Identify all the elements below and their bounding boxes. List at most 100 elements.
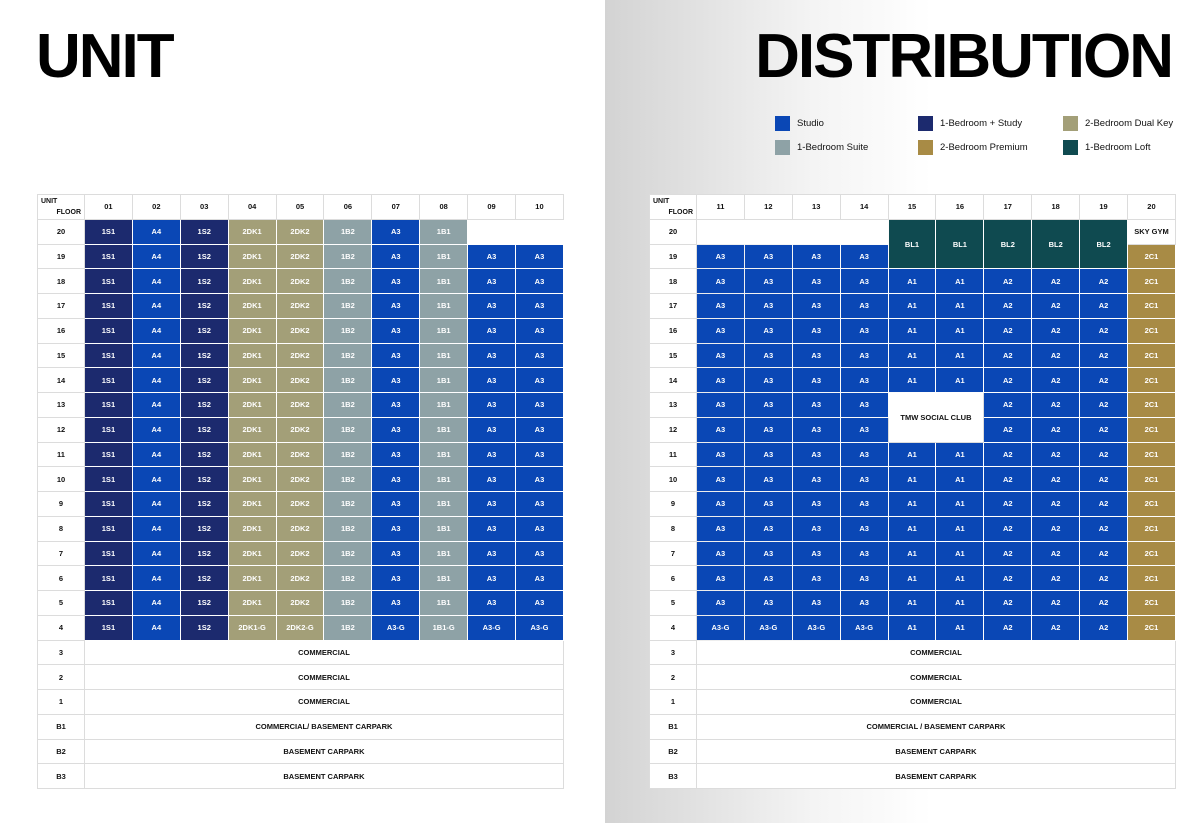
unit-cell: A2 xyxy=(1031,342,1081,369)
unit-cell: A3 xyxy=(371,342,421,369)
floor-label: 8 xyxy=(649,515,697,542)
unit-cell: 1B1 xyxy=(419,243,469,270)
floor-row: B3 BASEMENT CARPARK xyxy=(649,763,1176,789)
unit-cell: A3 xyxy=(791,515,841,542)
unit-cell: BASEMENT CARPARK xyxy=(696,738,1176,765)
unit-cell: A3 xyxy=(743,416,793,443)
unit-cell: A4 xyxy=(131,590,181,616)
unit-cell: COMMERCIAL xyxy=(84,664,564,690)
unit-cell: 2DK1-G xyxy=(227,614,277,641)
floor-label: 7 xyxy=(37,540,85,567)
unit-cell: A3 xyxy=(791,491,841,517)
unit-cell: A3 xyxy=(696,342,745,369)
unit-cell: 1B1 xyxy=(419,317,469,344)
unit-cell: A3 xyxy=(743,491,793,517)
floor-label: B1 xyxy=(649,713,697,740)
unit-cell: A3 xyxy=(467,565,517,591)
unit-header: 11 xyxy=(696,194,745,220)
floor-label: 2 xyxy=(37,664,85,690)
unit-cell: A1 xyxy=(935,268,985,294)
unit-cell: A2 xyxy=(1031,540,1081,567)
unit-header: 09 xyxy=(467,194,517,220)
floor-label: B1 xyxy=(37,713,85,740)
floor-row: 2 COMMERCIAL xyxy=(649,664,1176,690)
unit-cell: A3-G xyxy=(696,614,745,641)
unit-cell: 1S1 xyxy=(84,367,133,393)
unit-cell: A3 xyxy=(515,317,564,344)
unit-cell: 1S2 xyxy=(179,565,229,591)
unit-cell: 2DK2 xyxy=(275,268,325,294)
unit-cell: 2DK2 xyxy=(275,367,325,393)
unit-cell: A3 xyxy=(791,416,841,443)
unit-cell: A1 xyxy=(935,342,985,369)
unit-cell: BL2 xyxy=(1079,218,1129,270)
unit-cell: A1 xyxy=(935,515,985,542)
unit-header: 17 xyxy=(983,194,1033,220)
unit-table: UNIT FLOOR 01 02 03 04 05 06 07 08 09 10 20 1S1 A4 1S2 2… xyxy=(37,194,564,789)
legend-label: Studio xyxy=(797,118,824,129)
floor-label: 8 xyxy=(37,515,85,542)
unit-cell: A3-G xyxy=(839,614,889,641)
unit-cell: A3 xyxy=(839,243,889,270)
unit-cell: 1S1 xyxy=(84,441,133,468)
unit-header: 12 xyxy=(743,194,793,220)
unit-cell: A2 xyxy=(1031,293,1081,319)
floor-label: 7 xyxy=(649,540,697,567)
unit-cell: A2 xyxy=(983,515,1033,542)
unit-cell: A4 xyxy=(131,293,181,319)
floor-row: 11 A3 A3 A3 A3 A1 A1 A2 A2 A2 2C1 xyxy=(649,441,1176,468)
unit-cell: 2C1 xyxy=(1127,293,1176,319)
unit-cell: BASEMENT CARPARK xyxy=(696,763,1176,789)
unit-cell: 2DK2 xyxy=(275,243,325,270)
unit-cell: 2DK1 xyxy=(227,268,277,294)
unit-cell: A3 xyxy=(467,466,517,492)
unit-cell: 2DK1 xyxy=(227,416,277,443)
unit-cell: 2DK1 xyxy=(227,218,277,245)
unit-cell: A2 xyxy=(1079,491,1129,517)
unit-cell: A3 xyxy=(696,416,745,443)
unit-cell: A2 xyxy=(983,614,1033,641)
unit-cell: A3 xyxy=(743,515,793,542)
unit-cell: A3 xyxy=(515,293,564,319)
floor-label: B2 xyxy=(649,738,697,765)
unit-cell: 1B1 xyxy=(419,441,469,468)
unit-cell: A4 xyxy=(131,441,181,468)
unit-header: 15 xyxy=(887,194,937,220)
unit-cell: A3 xyxy=(743,268,793,294)
header-row: UNIT FLOOR 01 02 03 04 05 06 07 08 09 10 xyxy=(37,194,564,220)
unit-cell: A3 xyxy=(696,293,745,319)
unit-header: 04 xyxy=(227,194,277,220)
unit-cell: A1 xyxy=(935,540,985,567)
unit-cell: A3 xyxy=(839,268,889,294)
unit-cell: 2DK1 xyxy=(227,367,277,393)
floor-row: 20 BL1 BL1 BL2 BL2 BL2 SKY GYM xyxy=(649,218,1176,270)
floor-label: 18 xyxy=(37,268,85,294)
unit-cell: 1B1 xyxy=(419,565,469,591)
legend-label: 1-Bedroom Loft xyxy=(1085,142,1151,153)
unit-header: 05 xyxy=(275,194,325,220)
unit-cell: 1S1 xyxy=(84,317,133,344)
floor-label: 13 xyxy=(649,392,697,418)
unit-cell: COMMERCIAL / BASEMENT CARPARK xyxy=(696,713,1176,740)
unit-cell: A4 xyxy=(131,342,181,369)
floor-row: 3 COMMERCIAL xyxy=(649,639,1176,666)
unit-cell: COMMERCIAL xyxy=(84,689,564,715)
floor-label: 3 xyxy=(37,639,85,666)
unit-cell: A4 xyxy=(131,367,181,393)
unit-cell: BL2 xyxy=(1031,218,1081,270)
unit-cell: A2 xyxy=(1079,392,1129,418)
unit-cell: A2 xyxy=(1079,565,1129,591)
unit-cell: A2 xyxy=(1079,342,1129,369)
floor-row: B1 COMMERCIAL / BASEMENT CARPARK xyxy=(649,713,1176,740)
unit-cell: A3 xyxy=(467,416,517,443)
floor-row: 6 A3 A3 A3 A3 A1 A1 A2 A2 A2 2C1 xyxy=(649,565,1176,591)
unit-cell: 2C1 xyxy=(1127,466,1176,492)
unit-cell: A3 xyxy=(371,416,421,443)
floor-row: 20 1S1 A4 1S2 2DK1 2DK2 1B2 A3 1B1 xyxy=(37,218,564,245)
unit-cell: A3 xyxy=(371,392,421,418)
unit-cell: 1B2 xyxy=(323,342,373,369)
unit-cell: 1B1 xyxy=(419,218,469,245)
floor-label: 5 xyxy=(37,590,85,616)
unit-cell: A4 xyxy=(131,392,181,418)
unit-header: 14 xyxy=(839,194,889,220)
